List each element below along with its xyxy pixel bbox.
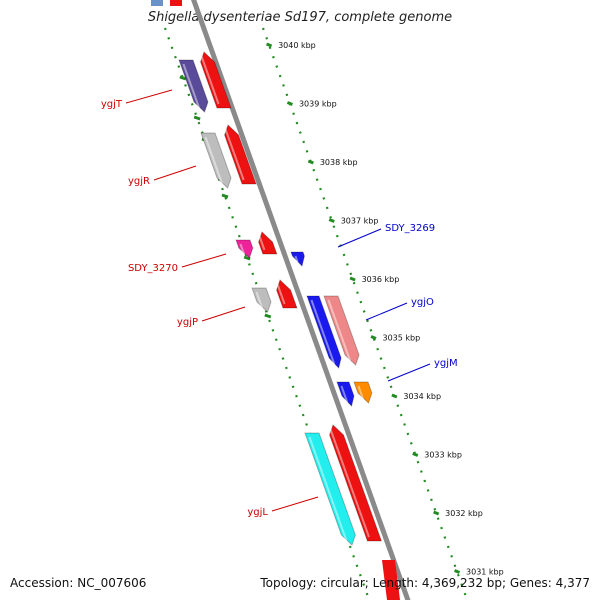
feature-ygjl-a-highlight xyxy=(308,436,348,542)
leader-line-ygjr xyxy=(153,165,197,181)
feature-ygjo-a xyxy=(306,295,342,370)
feature-sdy-3269-a xyxy=(290,251,305,268)
tick-label-3031-kbp: 3031 kbp xyxy=(466,568,504,577)
gene-label-ygjl: ygjL xyxy=(247,507,268,518)
feature-ygjt-b xyxy=(200,51,232,109)
genome-summary: Topology: circular; Length: 4,369,232 bp… xyxy=(260,576,590,590)
feature-ygjo-a-highlight xyxy=(310,299,336,365)
right-dotted-line xyxy=(261,27,468,599)
leader-line-sdy-3270 xyxy=(181,253,227,268)
tick-mark-3040-kbp xyxy=(266,42,273,48)
feature-sdy-3270-a-highlight xyxy=(239,243,245,255)
gene-label-ygjm: ygjM xyxy=(434,358,458,369)
feature-ygjm-a xyxy=(336,381,355,408)
accession-label: Accession: NC_007606 xyxy=(10,576,147,590)
feature-ygjr-a xyxy=(200,132,232,189)
feature-ygjr-a-highlight xyxy=(204,136,224,185)
edge-feature-bottom-red xyxy=(382,560,400,600)
feature-ygjl-a xyxy=(304,432,356,546)
feature-ygjp-b-highlight xyxy=(276,283,286,305)
tick-label-3038-kbp: 3038 kbp xyxy=(320,158,358,167)
tick-label-3033-kbp: 3033 kbp xyxy=(424,451,462,460)
gene-label-ygjo: ygjO xyxy=(411,297,434,308)
feature-sdy-3270-b xyxy=(258,231,278,255)
leader-line-ygjp xyxy=(201,306,246,322)
tick-mark-3038-kbp xyxy=(307,159,314,165)
tick-dotted-lines xyxy=(163,27,468,599)
tick-mark-3037-kbp xyxy=(328,218,335,223)
gene-label-sdy-3270: SDY_3270 xyxy=(128,263,178,274)
minor-tick-mark xyxy=(179,75,187,81)
tick-label-3037-kbp: 3037 kbp xyxy=(341,217,379,226)
leader-line-sdy-3269 xyxy=(337,228,382,248)
tick-mark-3035-kbp xyxy=(370,335,377,340)
tick-mark-3032-kbp xyxy=(433,510,440,516)
feature-ygjt-b-highlight xyxy=(200,55,220,105)
tick-mark-3039-kbp xyxy=(286,101,294,106)
edge-feature-top-red xyxy=(170,0,182,6)
tick-labels: 3040 kbp 3039 kbp 3038 kbp 3037 kbp 3036 kbp… xyxy=(278,41,504,577)
feature-ygjo-b-highlight xyxy=(327,299,352,362)
gene-label-ygjp: ygjP xyxy=(177,317,198,328)
feature-ygjl-b xyxy=(329,424,383,542)
gene-label-sdy-3269: SDY_3269 xyxy=(385,223,435,234)
tick-mark-3036-kbp xyxy=(349,276,356,282)
tick-label-3035-kbp: 3035 kbp xyxy=(382,334,420,343)
leader-line-ygjm xyxy=(387,363,431,382)
minor-tick-mark xyxy=(193,115,201,121)
map-title: Shigella dysenteriae Sd197, complete gen… xyxy=(147,10,453,25)
gene-features xyxy=(151,0,400,600)
gene-labels: ygjT ygjR SDY_3270 ygjP ygjL SDY_3269 ygjO ygjM xyxy=(101,89,458,518)
gene-label-ygjt: ygjT xyxy=(101,99,123,110)
tick-label-3034-kbp: 3034 kbp xyxy=(403,392,441,401)
feature-sdy-3269-a-highlight xyxy=(294,255,299,263)
feature-ygjm-b xyxy=(353,381,373,404)
feature-ygjm-a-highlight xyxy=(340,385,349,403)
feature-sdy-3270-a xyxy=(235,239,254,259)
feature-sdy-3270-b-highlight xyxy=(258,235,266,251)
minor-tick-mark xyxy=(243,255,251,261)
tick-label-3036-kbp: 3036 kbp xyxy=(362,275,400,284)
feature-ygjp-a xyxy=(251,287,272,313)
feature-ygjp-b xyxy=(276,279,298,309)
feature-ygjm-b-highlight xyxy=(357,385,365,400)
tick-label-3040-kbp: 3040 kbp xyxy=(278,41,316,50)
feature-ygjt-a-highlight xyxy=(182,63,201,109)
tick-mark-3031-kbp xyxy=(453,569,461,574)
tick-label-3039-kbp: 3039 kbp xyxy=(299,100,337,109)
left-dotted-line xyxy=(163,27,370,599)
minor-tick-mark xyxy=(264,313,272,319)
feature-ygjp-a-highlight xyxy=(255,291,264,309)
tick-label-3032-kbp: 3032 kbp xyxy=(445,509,483,518)
minor-tick-mark xyxy=(221,193,229,199)
feature-ygjo-b xyxy=(323,295,360,366)
gene-label-ygjr: ygjR xyxy=(128,176,150,187)
tick-mark-3034-kbp xyxy=(391,393,398,399)
feature-ygjr-b-highlight xyxy=(224,128,245,181)
feature-ygjt-a xyxy=(178,59,209,113)
leader-line-ygjt xyxy=(125,89,173,104)
edge-feature-top-blue xyxy=(151,0,163,6)
genome-backbone xyxy=(191,0,411,600)
leader-line-ygjo xyxy=(365,302,408,321)
feature-ygjr-b xyxy=(224,124,257,185)
tick-marks xyxy=(179,42,461,574)
feature-ygjl-b-highlight xyxy=(329,428,370,538)
leader-line-ygjl xyxy=(271,496,319,512)
tick-mark-3033-kbp xyxy=(412,452,419,457)
